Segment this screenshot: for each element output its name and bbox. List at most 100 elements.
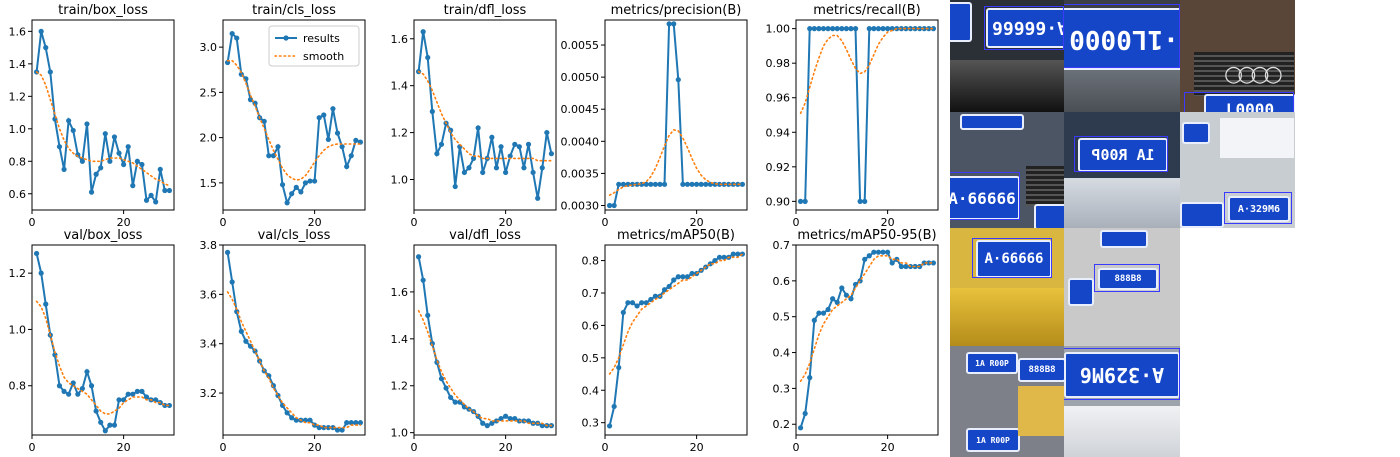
- results-point: [434, 151, 440, 157]
- y-tick-label: 3.8: [200, 239, 218, 252]
- results-point: [871, 249, 877, 255]
- x-tick-label: 0: [793, 216, 800, 229]
- results-point: [611, 202, 617, 209]
- chart-title: metrics/recall(B): [813, 3, 920, 18]
- results-point: [489, 420, 495, 426]
- results-point: [852, 26, 859, 32]
- results-point: [620, 309, 626, 316]
- legend: results smooth: [268, 25, 360, 67]
- y-tick-label: 0.4: [582, 384, 600, 397]
- y-tick-label: 1.2: [391, 127, 409, 140]
- results-line: [35, 31, 170, 205]
- results-point: [498, 415, 504, 422]
- results-point: [616, 364, 622, 371]
- y-tick-label: 1.4: [391, 333, 409, 346]
- results-point: [279, 182, 286, 188]
- results-point: [843, 26, 849, 32]
- results-point: [107, 158, 113, 164]
- smooth-line: [799, 27, 935, 115]
- results-point: [797, 198, 804, 204]
- y-tick-label: 0.2: [773, 418, 791, 431]
- x-tick-label: 0: [411, 441, 418, 454]
- results-point: [466, 165, 472, 171]
- results-point: [525, 418, 532, 424]
- results-point: [79, 385, 85, 392]
- results-point: [811, 317, 817, 323]
- results-point: [639, 300, 645, 306]
- results-point: [680, 181, 686, 187]
- results-point: [307, 178, 313, 184]
- license-plate: [1068, 278, 1094, 306]
- y-tick-label: 0.3: [773, 382, 791, 395]
- results-point: [930, 26, 937, 32]
- results-point: [889, 260, 895, 266]
- results-point: [88, 383, 95, 389]
- results-point: [116, 150, 122, 156]
- y-tick-label: 0.5: [582, 352, 600, 365]
- results-point: [353, 137, 359, 143]
- y-tick-label: 0.0045: [561, 103, 600, 116]
- results-point: [61, 388, 67, 394]
- chart-title: train/dfl_loss: [444, 3, 527, 18]
- results-point: [116, 397, 122, 403]
- x-tick-label: 20: [690, 441, 704, 454]
- y-tick-label: 1.4: [9, 58, 27, 71]
- mosaic-tile: 888B8: [1064, 228, 1180, 346]
- results-point: [293, 184, 299, 190]
- results-point: [807, 375, 813, 381]
- results-point: [606, 202, 613, 209]
- y-tick-label: 1.2: [391, 380, 409, 393]
- y-tick-label: 1.0: [9, 323, 27, 336]
- x-tick-label: 0: [793, 441, 800, 454]
- results-point: [548, 151, 555, 157]
- axes-frame: [413, 244, 557, 436]
- results-point: [153, 199, 159, 205]
- results-point: [425, 312, 431, 318]
- results-point: [243, 338, 249, 344]
- results-point: [298, 189, 304, 195]
- y-tick-label: 0.90: [766, 195, 791, 208]
- results-point: [802, 198, 808, 204]
- results-point: [643, 181, 649, 187]
- detection-box: [1064, 4, 1180, 68]
- results-point: [811, 26, 817, 32]
- results-point: [684, 181, 691, 187]
- results-point: [261, 118, 267, 124]
- y-tick-label: 1.2: [9, 267, 27, 280]
- results-point: [871, 26, 877, 32]
- x-tick-label: 0: [602, 216, 609, 229]
- results-point: [415, 254, 422, 260]
- chart-panel: val/dfl_loss 1.0 1.2 1.4 1.6 0 20: [391, 228, 557, 454]
- results-point: [816, 310, 822, 316]
- results-point: [712, 257, 718, 264]
- results-point: [148, 192, 154, 198]
- results-point: [652, 181, 658, 187]
- results-point: [339, 144, 345, 150]
- results-point: [98, 419, 104, 425]
- y-tick-label: 1.6: [391, 33, 409, 46]
- legend-results-marker: [283, 35, 289, 41]
- y-tick-label: 1.6: [9, 25, 27, 38]
- chart-title: train/cls_loss: [252, 3, 336, 18]
- results-point: [512, 141, 518, 147]
- chart-panel: val/box_loss 0.8 1.0 1.2 0 20: [9, 228, 175, 454]
- results-point: [825, 306, 831, 313]
- mosaic-tile: A·329M6: [1064, 346, 1180, 457]
- mosaic-tile: A·66666: [950, 112, 1064, 228]
- x-tick-label: 0: [220, 441, 227, 454]
- results-point: [530, 169, 536, 176]
- x-tick-label: 20: [499, 216, 513, 229]
- results-point: [544, 129, 550, 136]
- results-point: [616, 181, 622, 187]
- results-point: [461, 404, 467, 410]
- car-grille: [1194, 52, 1294, 96]
- results-point: [247, 97, 254, 103]
- results-point: [420, 29, 426, 35]
- x-tick-label: 20: [499, 441, 513, 454]
- results-point: [102, 428, 108, 434]
- results-point: [507, 153, 513, 159]
- x-tick-label: 20: [117, 216, 131, 229]
- license-plate: [1180, 202, 1224, 228]
- y-tick-label: 1.5: [200, 177, 218, 190]
- chart-panel: metrics/mAP50(B) 0.3 0.4 0.5 0.6 0.7 0.8 0 20: [582, 228, 748, 454]
